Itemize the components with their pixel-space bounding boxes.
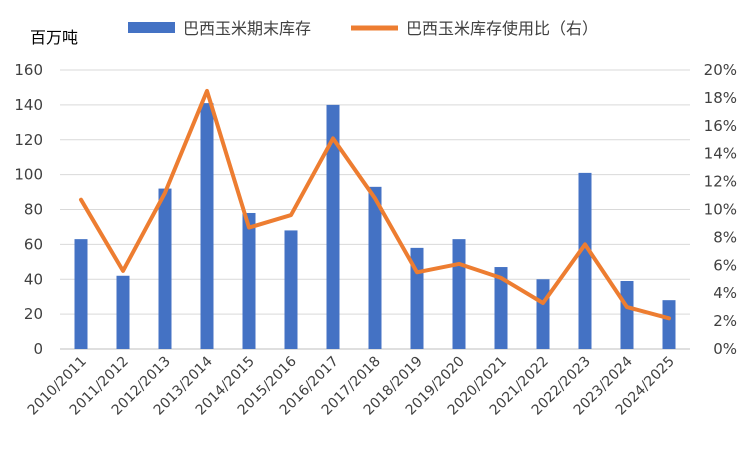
bar	[74, 239, 88, 349]
y-left-tick-label: 20	[24, 305, 43, 323]
bar-series	[74, 103, 676, 349]
bar	[284, 230, 298, 349]
y-right-tick-label: 6%	[713, 256, 737, 274]
legend-label-ratio: 巴西玉米库存使用比（右）	[406, 19, 598, 38]
y-left-tick-label: 140	[14, 96, 43, 114]
bar	[620, 280, 634, 349]
y-left-tick-label: 0	[33, 340, 43, 358]
legend-swatch-stock	[128, 22, 175, 33]
y-right-tick-label: 16%	[704, 117, 737, 135]
y-left-unit-label: 百万吨	[30, 28, 78, 47]
y-right-tick-label: 8%	[713, 228, 737, 246]
y-axis-left: 0 20 40 60 80 100 120 140 160	[14, 61, 43, 358]
bar	[662, 300, 676, 349]
x-axis: 2010/20112011/20122012/20132013/20142014…	[25, 353, 678, 418]
y-left-tick-label: 120	[14, 131, 43, 149]
bar	[578, 172, 592, 349]
legend-label-stock: 巴西玉米期末库存	[183, 19, 311, 38]
y-left-tick-label: 60	[24, 235, 43, 253]
bar	[452, 239, 466, 349]
y-right-tick-label: 0%	[713, 340, 737, 358]
line-series	[79, 88, 671, 321]
y-axis-right: 0% 2% 4% 6% 8% 10% 12% 14% 16% 18% 20%	[704, 61, 737, 358]
bar	[494, 267, 508, 349]
y-right-tick-label: 14%	[704, 145, 737, 163]
y-left-tick-label: 100	[14, 166, 43, 184]
y-left-tick-label: 40	[24, 270, 43, 288]
bar	[536, 279, 550, 349]
y-right-tick-label: 10%	[704, 201, 737, 219]
y-right-tick-label: 12%	[704, 173, 737, 191]
y-left-tick-label: 80	[24, 201, 43, 219]
y-right-tick-label: 2%	[713, 312, 737, 330]
bar	[368, 186, 382, 349]
bar	[200, 103, 214, 349]
ratio-line	[79, 88, 671, 321]
bar	[326, 104, 340, 349]
y-right-tick-label: 18%	[704, 89, 737, 107]
bar	[242, 212, 256, 349]
y-right-tick-label: 20%	[704, 61, 737, 79]
bar	[158, 188, 172, 349]
bar	[116, 275, 130, 349]
y-left-tick-label: 160	[14, 61, 43, 79]
y-right-tick-label: 4%	[713, 284, 737, 302]
legend: 巴西玉米期末库存 巴西玉米库存使用比（右）	[128, 19, 598, 38]
